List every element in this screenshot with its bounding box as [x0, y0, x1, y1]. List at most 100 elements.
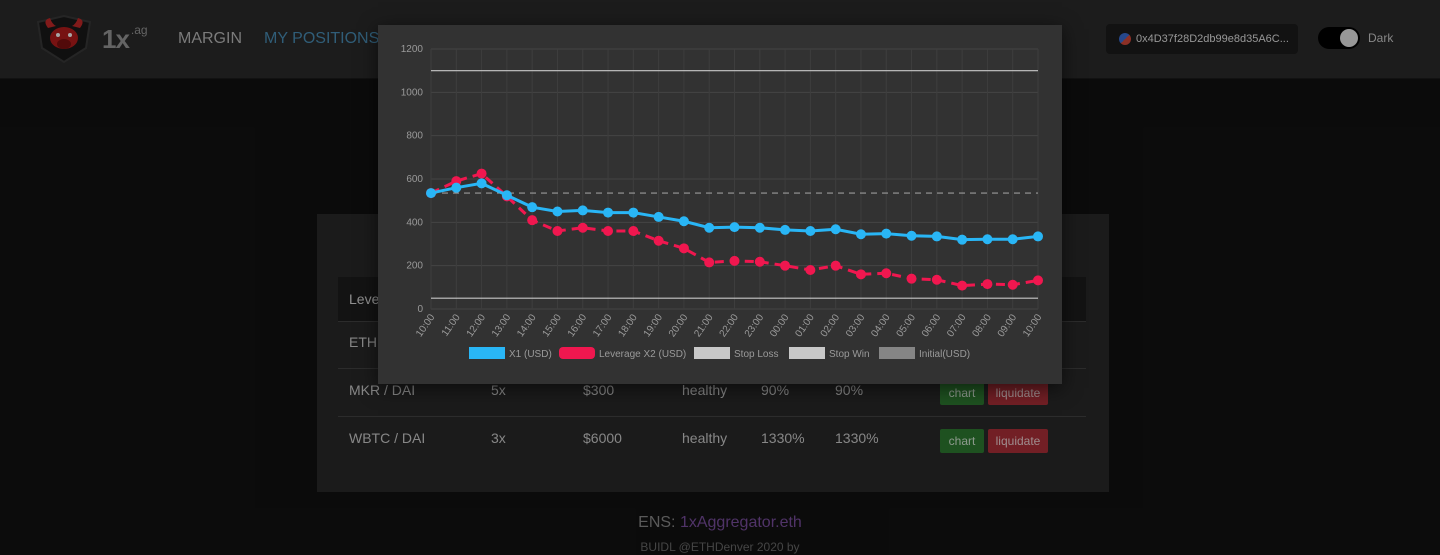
row-mkr-pct1: 90% [761, 382, 790, 398]
data-point-x1 [501, 190, 512, 201]
x-tick-label: 18:00 [616, 312, 640, 339]
x-tick-label: 14:00 [515, 312, 539, 339]
data-point-x1 [704, 222, 715, 233]
x-tick-label: 12:00 [465, 312, 489, 339]
liquidate-button[interactable]: liquidate [988, 429, 1048, 453]
x-tick-label: 17:00 [591, 312, 615, 339]
data-point-x1 [426, 188, 436, 199]
data-point-leverage-x2 [704, 257, 715, 268]
footer-buidl: BUIDL @ETHDenver 2020 by [640, 540, 800, 554]
data-point-x1 [552, 206, 563, 217]
data-point-x1 [476, 178, 487, 189]
x-tick-label: 03:00 [844, 312, 868, 339]
theme-toggle[interactable] [1318, 27, 1360, 49]
data-point-x1 [628, 207, 639, 218]
x-tick-label: 07:00 [945, 312, 969, 339]
data-point-x1 [603, 207, 614, 218]
ens-prefix: ENS: [638, 514, 680, 531]
liquidate-button[interactable]: liquidate [988, 381, 1048, 405]
x-tick-label: 10:00 [414, 312, 438, 339]
data-point-leverage-x2 [577, 222, 588, 233]
legend-label: X1 (USD) [509, 349, 552, 360]
x-tick-label: 08:00 [971, 312, 995, 339]
data-point-x1 [982, 234, 993, 245]
row-mkr-leverage: 5x [491, 382, 506, 398]
x-tick-label: 10:00 [1021, 312, 1045, 339]
x-tick-label: 20:00 [667, 312, 691, 339]
y-tick-label: 1200 [401, 44, 424, 55]
data-point-leverage-x2 [906, 273, 917, 284]
legend-swatch [789, 347, 825, 359]
row-wbtc-amount: $6000 [583, 430, 622, 446]
data-point-leverage-x2 [729, 255, 740, 266]
data-point-leverage-x2 [982, 279, 993, 290]
y-tick-label: 200 [406, 261, 423, 272]
data-point-leverage-x2 [855, 269, 866, 280]
data-point-leverage-x2 [1007, 279, 1018, 290]
brand-wordmark[interactable]: 1x .ag [102, 23, 148, 54]
x-tick-label: 16:00 [566, 312, 590, 339]
legend-label: Initial(USD) [919, 349, 970, 360]
x-tick-label: 01:00 [793, 312, 817, 339]
wallet-avatar-icon [1119, 33, 1131, 45]
row-eth-pair: ETH [349, 334, 377, 350]
wallet-address-button[interactable]: 0x4D37f28D2db99e8d35A6C... [1106, 24, 1298, 54]
data-point-leverage-x2 [476, 168, 487, 179]
row-wbtc-pair: WBTC / DAI [349, 430, 426, 446]
data-point-x1 [729, 222, 740, 233]
ens-link[interactable]: 1xAggregator.eth [679, 514, 802, 531]
data-point-leverage-x2 [678, 243, 689, 254]
y-tick-label: 1000 [401, 87, 424, 98]
x-tick-label: 06:00 [920, 312, 944, 339]
x-tick-label: 11:00 [440, 312, 463, 339]
data-point-x1 [931, 231, 942, 242]
data-point-leverage-x2 [653, 235, 664, 246]
toggle-knob [1340, 29, 1358, 47]
chart-button[interactable]: chart [940, 381, 984, 405]
data-point-leverage-x2 [881, 268, 892, 279]
data-point-x1 [527, 202, 538, 213]
legend-label: Stop Loss [734, 349, 778, 360]
data-point-leverage-x2 [957, 280, 968, 291]
data-point-leverage-x2 [780, 260, 791, 271]
row-divider [338, 416, 1086, 417]
nav-my-positions[interactable]: MY POSITIONS [264, 30, 380, 47]
data-point-leverage-x2 [628, 226, 639, 236]
data-point-leverage-x2 [603, 226, 614, 236]
x-tick-label: 09:00 [996, 312, 1020, 339]
data-point-leverage-x2 [830, 260, 841, 271]
x-tick-label: 00:00 [768, 312, 792, 339]
data-point-x1 [451, 182, 462, 193]
row-wbtc-leverage: 3x [491, 430, 506, 446]
y-tick-label: 600 [406, 174, 423, 185]
legend-swatch [469, 347, 505, 359]
row-wbtc-pct1: 1330% [761, 430, 805, 446]
nav-margin[interactable]: MARGIN [178, 30, 242, 47]
x-tick-label: 13:00 [490, 312, 514, 339]
data-point-x1 [855, 229, 866, 240]
data-point-x1 [1007, 234, 1018, 245]
legend-swatch [559, 347, 595, 359]
bull-logo-icon[interactable] [32, 12, 96, 64]
data-point-x1 [1033, 231, 1043, 242]
data-point-x1 [653, 211, 664, 222]
row-mkr-pct2: 90% [835, 382, 864, 398]
theme-label: Dark [1368, 31, 1394, 45]
data-point-leverage-x2 [805, 265, 816, 275]
chart-button[interactable]: chart [940, 429, 984, 453]
legend-label: Stop Win [829, 349, 870, 360]
data-point-x1 [805, 226, 816, 236]
y-tick-label: 400 [406, 217, 423, 228]
data-point-leverage-x2 [552, 226, 563, 236]
data-point-x1 [881, 228, 892, 239]
data-point-x1 [678, 216, 689, 227]
x-tick-label: 23:00 [743, 312, 767, 339]
x-tick-label: 04:00 [869, 312, 893, 339]
y-tick-label: 0 [417, 304, 423, 315]
data-point-leverage-x2 [931, 274, 942, 285]
x-tick-label: 05:00 [895, 312, 919, 339]
x-tick-label: 22:00 [718, 312, 742, 339]
row-wbtc-pct2: 1330% [835, 430, 879, 446]
x-tick-label: 15:00 [541, 312, 565, 339]
